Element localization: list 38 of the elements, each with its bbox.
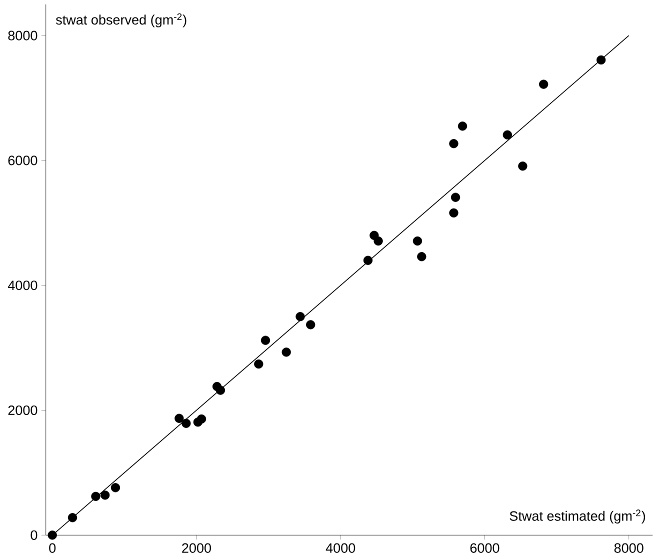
point (174, 414, 184, 423)
point (91, 492, 100, 501)
y-tick-label: 0 (30, 530, 38, 540)
point (182, 418, 191, 428)
y-tick-label: 8000 (8, 30, 38, 40)
point (539, 79, 548, 89)
point (196, 414, 206, 424)
point (363, 256, 373, 265)
y-axis-title: stwat observed (gm$^{-2}$) (56, 13, 186, 28)
y-tick-label: 4000 (8, 280, 38, 290)
point (296, 312, 305, 321)
point (596, 55, 606, 64)
point (458, 121, 468, 130)
point (68, 512, 78, 522)
point (282, 347, 291, 357)
y-tick-label: 2000 (8, 405, 38, 415)
point (449, 138, 458, 148)
point (502, 130, 512, 140)
point (518, 161, 528, 170)
point (306, 320, 316, 330)
x-tick-label: 2000 (182, 543, 211, 553)
y-tick-label: 6000 (8, 155, 38, 166)
x-tick-label: 8000 (614, 543, 644, 553)
x-tick-label: 4000 (326, 543, 356, 553)
point (417, 252, 426, 261)
point (100, 490, 110, 500)
x-tick-label: 6000 (470, 543, 500, 553)
point (110, 482, 120, 492)
point (374, 236, 383, 246)
point (260, 336, 270, 345)
point (450, 192, 460, 202)
x-axis-title: Stwat estimated (gm$^{-2}$) (510, 509, 646, 524)
point (216, 385, 226, 395)
point (48, 530, 57, 540)
point (449, 208, 458, 218)
x-tick-label: 0 (49, 543, 56, 553)
point (412, 236, 422, 246)
point (254, 359, 264, 368)
